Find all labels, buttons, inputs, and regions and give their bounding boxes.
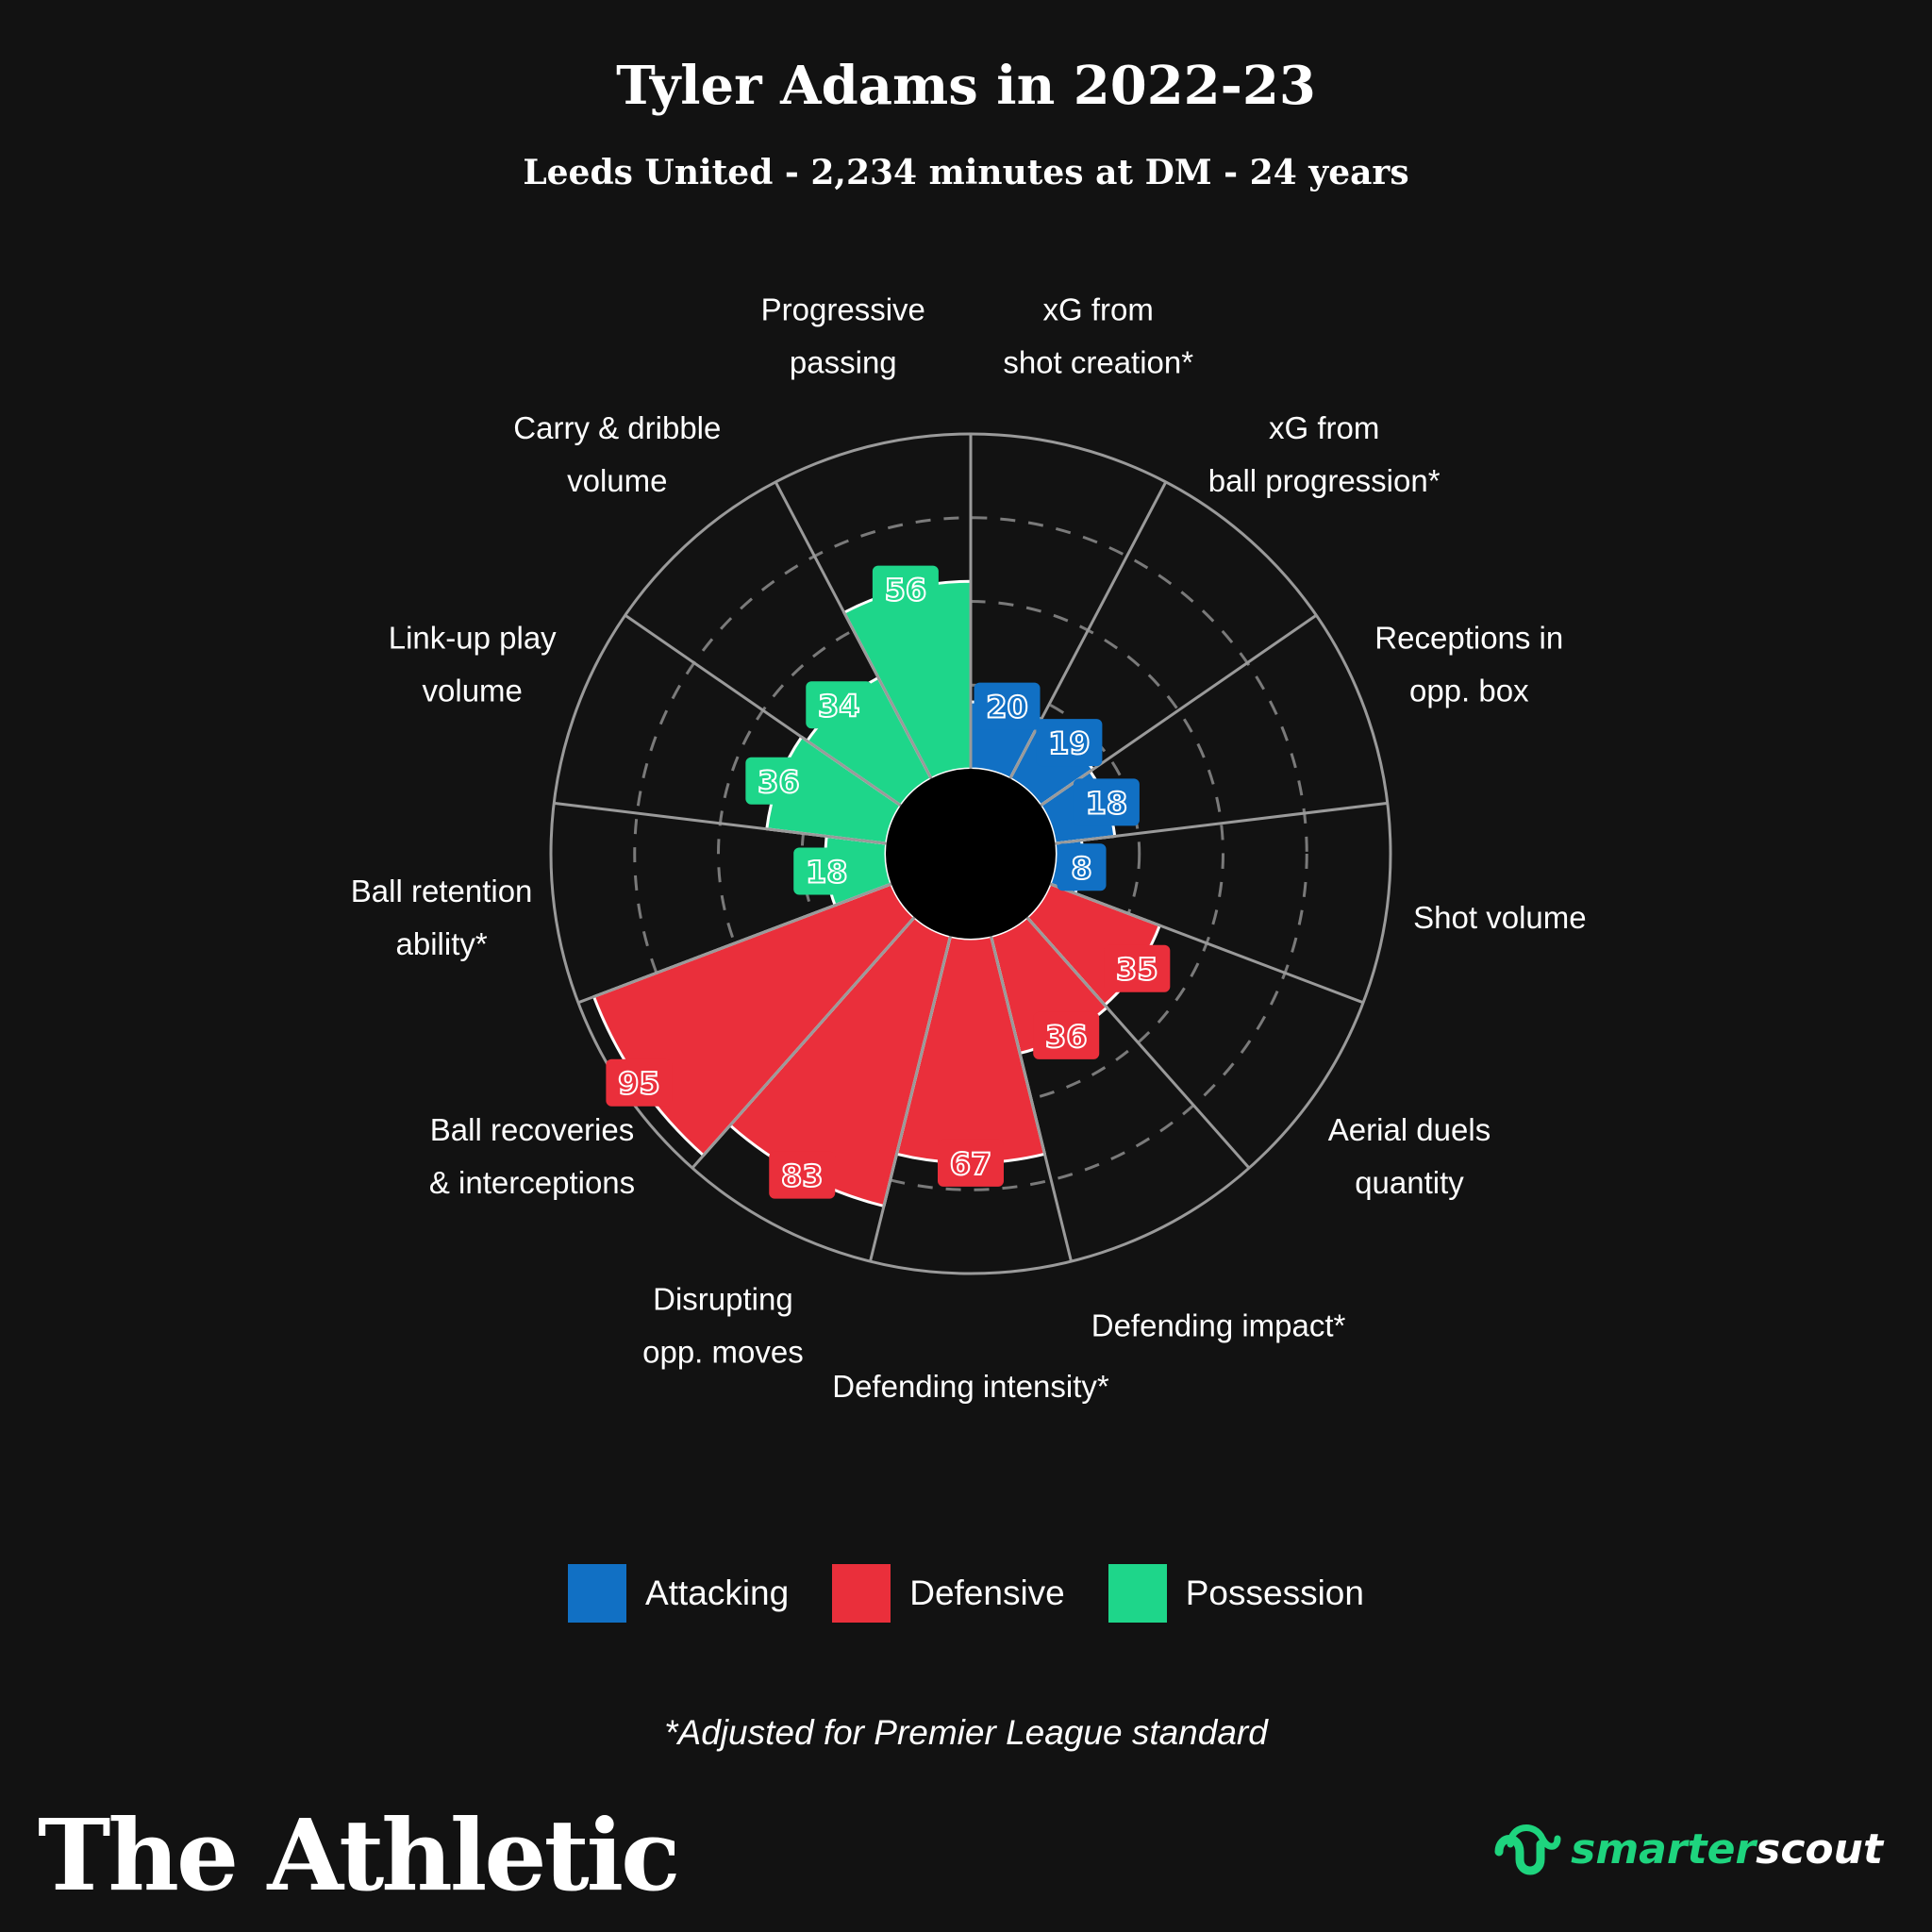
value-badge-1 xyxy=(974,682,1041,730)
value-label-8: 83 xyxy=(781,1158,824,1194)
category-label-line: Defending impact* xyxy=(1091,1307,1346,1342)
smarterscout-logo: smarterscout xyxy=(1490,1816,1883,1882)
value-badge-8 xyxy=(769,1151,836,1199)
value-label-1: 20 xyxy=(986,690,1028,725)
value-badge-2 xyxy=(1036,719,1103,767)
category-label-line: Aerial duels xyxy=(1328,1112,1491,1147)
legend-swatch-defensive xyxy=(832,1564,891,1623)
value-badge-10 xyxy=(793,847,860,895)
category-label-line: Carry & dribble xyxy=(513,410,721,445)
category-label-line: xG from xyxy=(1043,291,1154,326)
value-label-10: 18 xyxy=(806,855,848,891)
value-label-6: 36 xyxy=(1045,1019,1088,1055)
legend-swatch-attacking xyxy=(568,1564,627,1623)
category-label-11: Link-up play volume xyxy=(389,621,557,708)
value-label-13: 56 xyxy=(885,573,927,608)
spoke-8 xyxy=(869,936,952,1262)
category-label-4: Shot volume xyxy=(1413,900,1586,935)
the-athletic-logo: The Athletic xyxy=(38,1797,680,1913)
category-label-12: Carry & dribble volume xyxy=(513,410,721,498)
category-label-line: ball progression* xyxy=(1208,463,1441,498)
category-label-line: Receptions in xyxy=(1374,621,1563,656)
grid-ring-75 xyxy=(633,516,1308,1191)
value-badge-9 xyxy=(606,1058,673,1107)
category-label-line: opp. box xyxy=(1409,674,1529,708)
value-badge-11 xyxy=(745,757,812,805)
category-label-7: Defending intensity* xyxy=(832,1369,1109,1404)
category-label-line: passing xyxy=(790,344,897,379)
value-badge-12 xyxy=(806,681,873,729)
smarterscout-wordmark-part2: scout xyxy=(1756,1824,1883,1874)
value-label-11: 36 xyxy=(758,764,800,800)
chart-subtitle: Leeds United - 2,234 minutes at DM - 24 … xyxy=(523,153,1409,192)
value-label-12: 34 xyxy=(818,688,860,724)
value-label-3: 18 xyxy=(1086,785,1128,821)
spoke-3 xyxy=(1040,613,1318,808)
category-label-line: Ball retention xyxy=(351,874,533,908)
value-badge-3 xyxy=(1073,778,1140,826)
legend: Attacking Defensive Possession xyxy=(0,1564,1932,1623)
category-label-line: Shot volume xyxy=(1413,900,1586,935)
value-label-4: 8 xyxy=(1071,850,1091,886)
category-label-line: Disrupting xyxy=(653,1281,793,1316)
value-badge-6 xyxy=(1033,1011,1100,1059)
bar-8 xyxy=(728,915,952,1208)
value-label-5: 35 xyxy=(1116,952,1158,988)
legend-label-attacking: Attacking xyxy=(645,1574,790,1612)
category-label-line: Link-up play xyxy=(389,621,557,656)
category-label-2: xG from ball progression* xyxy=(1208,410,1441,498)
spoke-12 xyxy=(624,613,902,808)
category-label-line: volume xyxy=(567,463,667,498)
category-label-line: opp. moves xyxy=(642,1334,804,1369)
category-label-line: & interceptions xyxy=(429,1165,635,1200)
category-label-line: Defending intensity* xyxy=(832,1369,1109,1404)
category-label-8: Disrupting opp. moves xyxy=(642,1281,804,1369)
category-label-line: volume xyxy=(423,674,523,708)
smarterscout-logo-icon xyxy=(1494,1824,1561,1875)
value-badge-13 xyxy=(872,565,939,613)
value-label-9: 95 xyxy=(618,1066,660,1102)
spoke-9 xyxy=(691,916,916,1170)
smarterscout-wordmark-part1: smarter xyxy=(1571,1824,1757,1874)
spoke-11 xyxy=(554,801,887,845)
spoke-4 xyxy=(1055,801,1388,845)
spoke-10 xyxy=(577,882,892,1005)
category-label-line: Progressive xyxy=(761,291,925,326)
value-label-7: 67 xyxy=(950,1146,992,1182)
legend-label-possession: Possession xyxy=(1185,1574,1364,1612)
smarterscout-wordmark: smarterscout xyxy=(1571,1825,1883,1874)
category-label-1: xG from shot creation* xyxy=(1003,291,1193,379)
spoke-7 xyxy=(990,936,1073,1262)
category-label-line: quantity xyxy=(1355,1165,1464,1200)
category-label-13: Progressive passing xyxy=(761,291,925,379)
spoke-6 xyxy=(1025,916,1251,1170)
category-label-line: xG from xyxy=(1269,410,1379,445)
footnote: *Adjusted for Premier League standard xyxy=(664,1713,1268,1752)
legend-swatch-possession xyxy=(1108,1564,1167,1623)
legend-item-attacking: Attacking xyxy=(568,1564,789,1623)
value-badge-7 xyxy=(938,1139,1004,1187)
legend-label-defensive: Defensive xyxy=(909,1574,1065,1612)
category-label-10: Ball retention ability* xyxy=(351,874,533,961)
value-label-2: 19 xyxy=(1048,725,1091,761)
spoke-13 xyxy=(774,481,933,780)
category-label-9: Ball recoveries & interceptions xyxy=(429,1112,635,1200)
legend-item-possession: Possession xyxy=(1108,1564,1364,1623)
category-label-line: ability* xyxy=(396,926,488,961)
value-badge-4 xyxy=(1057,843,1107,891)
center-hole xyxy=(886,769,1056,939)
category-label-line: shot creation* xyxy=(1003,344,1193,379)
category-label-3: Receptions in opp. box xyxy=(1374,621,1563,708)
chart-title: Tyler Adams in 2022-23 xyxy=(616,55,1316,117)
legend-item-defensive: Defensive xyxy=(832,1564,1065,1623)
category-label-6: Defending impact* xyxy=(1091,1307,1346,1342)
category-label-line: Ball recoveries xyxy=(430,1112,634,1147)
category-label-5: Aerial duels quantity xyxy=(1328,1112,1491,1200)
spoke-5 xyxy=(1049,882,1364,1005)
value-badge-5 xyxy=(1104,944,1171,992)
